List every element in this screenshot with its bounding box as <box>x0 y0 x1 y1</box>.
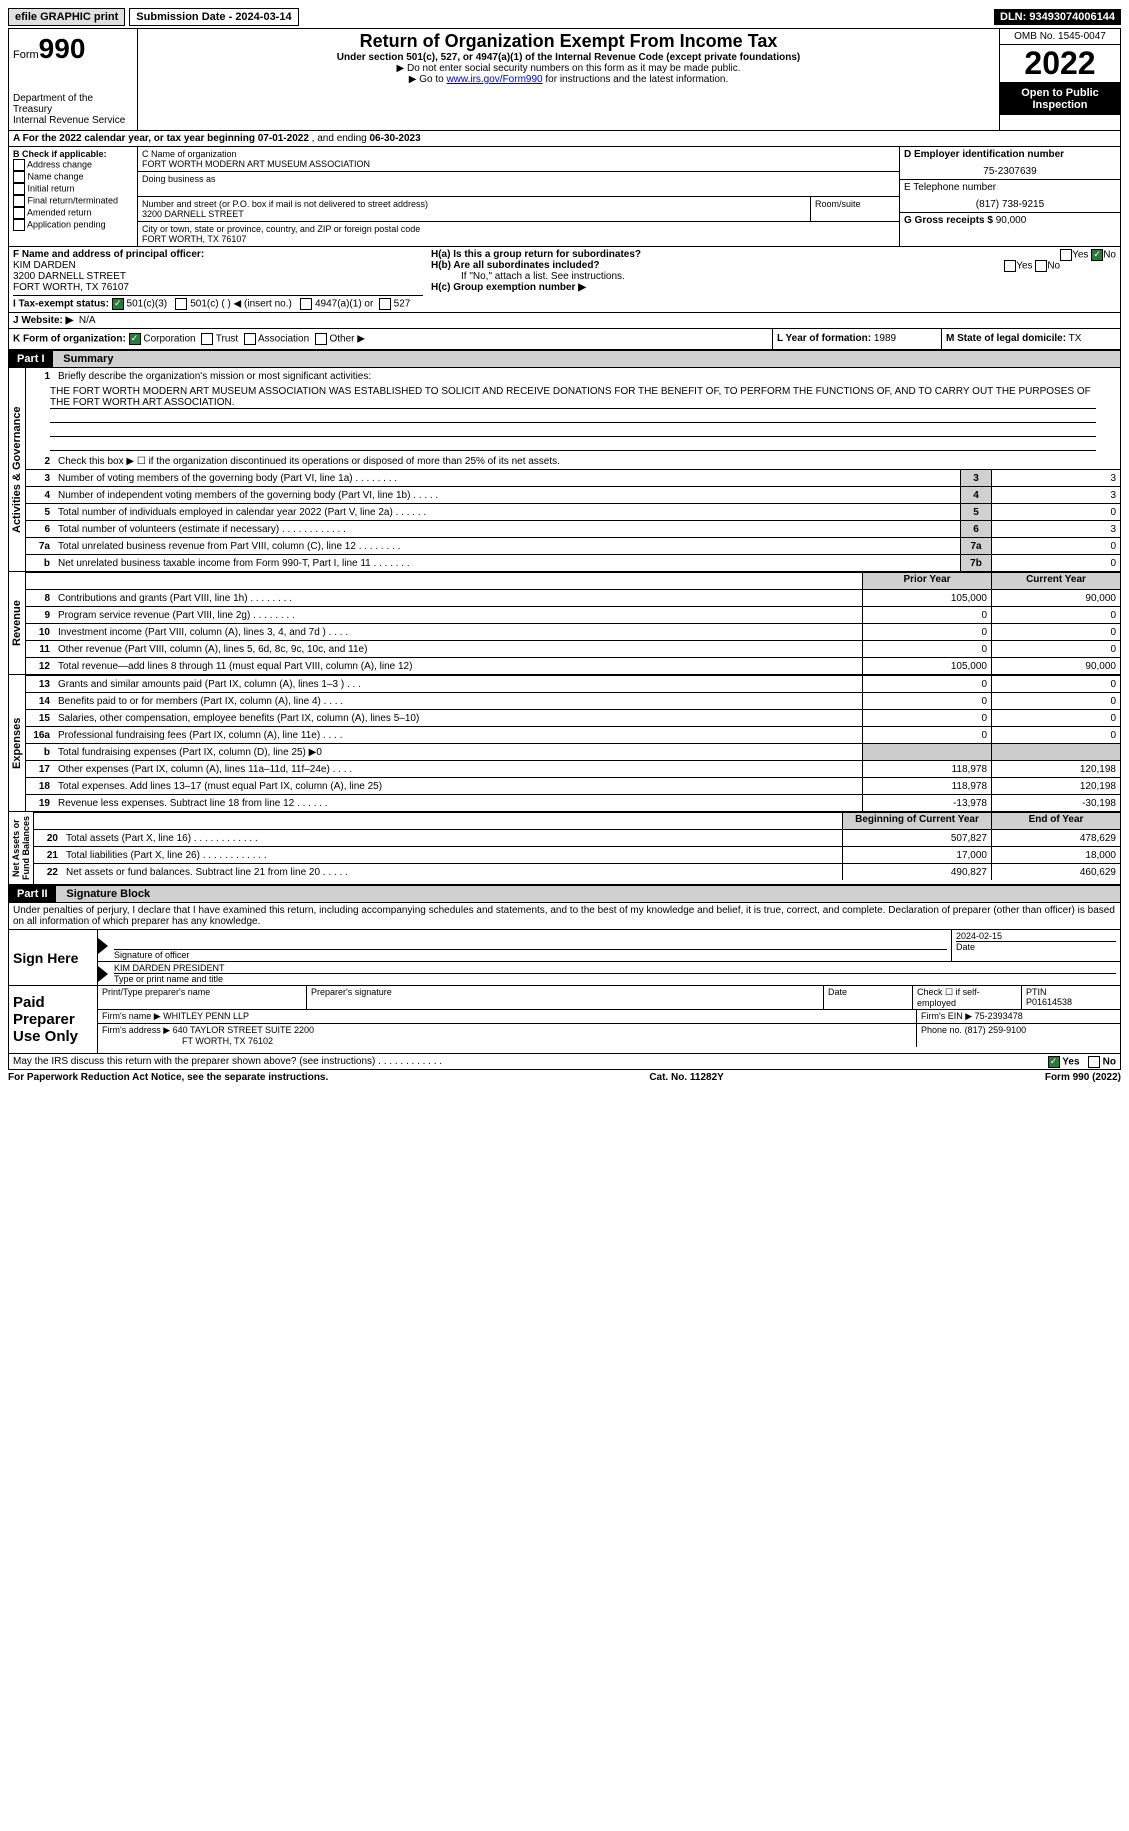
summary-row: 14Benefits paid to or for members (Part … <box>26 692 1120 709</box>
officer-addr1: 3200 DARNELL STREET <box>13 271 423 282</box>
check-other[interactable] <box>315 333 327 345</box>
check-corp[interactable] <box>129 333 141 345</box>
hb-yes[interactable] <box>1004 260 1016 272</box>
signature-block: Under penalties of perjury, I declare th… <box>8 903 1121 1070</box>
form-note2: ▶ Go to www.irs.gov/Form990 for instruct… <box>146 74 991 85</box>
gross-label: G Gross receipts $ <box>904 215 993 226</box>
ha-yes[interactable] <box>1060 249 1072 261</box>
tax-year: 2022 <box>1000 45 1120 83</box>
summary-row: 12Total revenue—add lines 8 through 11 (… <box>26 657 1120 674</box>
form-label: Form <box>13 49 39 61</box>
arrow-icon <box>98 966 108 982</box>
side-activities: Activities & Governance <box>9 368 26 571</box>
block-b-checkboxes: B Check if applicable: Address change Na… <box>9 147 138 246</box>
summary-row: 3Number of voting members of the governi… <box>26 469 1120 486</box>
submission-date: Submission Date - 2024-03-14 <box>129 8 298 26</box>
side-netassets: Net Assets orFund Balances <box>9 812 34 884</box>
check-527[interactable] <box>379 298 391 310</box>
form-note1: ▶ Do not enter social security numbers o… <box>146 63 991 74</box>
part2-header: Part II Signature Block <box>8 885 1121 903</box>
officer-name: KIM DARDEN <box>13 260 423 271</box>
check-501c[interactable] <box>175 298 187 310</box>
summary-row: 5Total number of individuals employed in… <box>26 503 1120 520</box>
summary-row: 11Other revenue (Part VIII, column (A), … <box>26 640 1120 657</box>
check-trust[interactable] <box>201 333 213 345</box>
summary-row: 17Other expenses (Part IX, column (A), l… <box>26 760 1120 777</box>
gross-value: 90,000 <box>996 215 1027 226</box>
paid-preparer-label: Paid Preparer Use Only <box>9 986 97 1053</box>
top-toolbar: efile GRAPHIC print Submission Date - 20… <box>8 8 1121 26</box>
side-revenue: Revenue <box>9 572 26 674</box>
irs-link[interactable]: www.irs.gov/Form990 <box>446 74 542 85</box>
ein-label: D Employer identification number <box>904 149 1116 160</box>
summary-row: 10Investment income (Part VIII, column (… <box>26 623 1120 640</box>
summary-row: 8Contributions and grants (Part VIII, li… <box>26 589 1120 606</box>
hb-no[interactable] <box>1035 260 1047 272</box>
street-value: 3200 DARNELL STREET <box>142 209 806 219</box>
summary-row: bNet unrelated business taxable income f… <box>26 554 1120 571</box>
block-d: D Employer identification number 75-2307… <box>899 147 1120 246</box>
city-value: FORT WORTH, TX 76107 <box>142 234 895 244</box>
row-j-website: J Website: ▶ N/A <box>8 313 1121 329</box>
exp-table: Expenses 13Grants and similar amounts pa… <box>8 675 1121 812</box>
discuss-no[interactable] <box>1088 1056 1100 1068</box>
summary-row: 21Total liabilities (Part X, line 26) . … <box>34 846 1120 863</box>
summary-table: Activities & Governance 1 Briefly descri… <box>8 368 1121 572</box>
open-inspection: Open to Public Inspection <box>1000 83 1120 115</box>
city-label: City or town, state or province, country… <box>142 224 895 234</box>
room-label: Room/suite <box>815 199 895 209</box>
row-klm: K Form of organization: Corporation Trus… <box>8 329 1121 350</box>
summary-row: 13Grants and similar amounts paid (Part … <box>26 675 1120 692</box>
dept-label: Department of the Treasury <box>13 93 133 115</box>
summary-row: 20Total assets (Part X, line 16) . . . .… <box>34 829 1120 846</box>
summary-row: 4Number of independent voting members of… <box>26 486 1120 503</box>
summary-row: 19Revenue less expenses. Subtract line 1… <box>26 794 1120 811</box>
rev-table: Revenue Prior Year Current Year 8Contrib… <box>8 572 1121 675</box>
check-501c3[interactable] <box>112 298 124 310</box>
dln-label: DLN: 93493074006144 <box>994 9 1121 25</box>
form-subtitle: Under section 501(c), 527, or 4947(a)(1)… <box>146 52 991 63</box>
block-identity: B Check if applicable: Address change Na… <box>8 147 1121 247</box>
phone-label: E Telephone number <box>904 182 1116 193</box>
name-label: C Name of organization <box>142 149 895 159</box>
discuss-yes[interactable] <box>1048 1056 1060 1068</box>
form-number: 990 <box>39 33 86 64</box>
part1-header: Part I Summary <box>8 350 1121 368</box>
irs-label: Internal Revenue Service <box>13 115 133 126</box>
page-footer: For Paperwork Reduction Act Notice, see … <box>8 1070 1121 1085</box>
row-a-tax-year: A For the 2022 calendar year, or tax yea… <box>8 131 1121 147</box>
mission-text: THE FORT WORTH MODERN ART MUSEUM ASSOCIA… <box>50 386 1096 409</box>
phone-value: (817) 738-9215 <box>904 199 1116 210</box>
omb-number: OMB No. 1545-0047 <box>1000 29 1120 45</box>
check-assoc[interactable] <box>244 333 256 345</box>
summary-row: 7aTotal unrelated business revenue from … <box>26 537 1120 554</box>
street-label: Number and street (or P.O. box if mail i… <box>142 199 806 209</box>
form-title: Return of Organization Exempt From Incom… <box>146 31 991 52</box>
summary-row: 18Total expenses. Add lines 13–17 (must … <box>26 777 1120 794</box>
efile-print-button[interactable]: efile GRAPHIC print <box>8 8 125 26</box>
form-header: Form990 Department of the Treasury Inter… <box>8 28 1121 131</box>
side-expenses: Expenses <box>9 675 26 811</box>
declaration: Under penalties of perjury, I declare th… <box>9 903 1120 929</box>
dba-label: Doing business as <box>142 174 895 184</box>
sign-here-label: Sign Here <box>9 930 97 985</box>
ein-value: 75-2307639 <box>904 166 1116 177</box>
summary-row: 15Salaries, other compensation, employee… <box>26 709 1120 726</box>
row-fh: F Name and address of principal officer:… <box>8 247 1121 313</box>
summary-row: bTotal fundraising expenses (Part IX, co… <box>26 743 1120 760</box>
na-table: Net Assets orFund Balances Beginning of … <box>8 812 1121 885</box>
officer-addr2: FORT WORTH, TX 76107 <box>13 282 423 293</box>
arrow-icon <box>98 938 108 954</box>
summary-row: 6Total number of volunteers (estimate if… <box>26 520 1120 537</box>
summary-row: 16aProfessional fundraising fees (Part I… <box>26 726 1120 743</box>
summary-row: 22Net assets or fund balances. Subtract … <box>34 863 1120 880</box>
org-name: FORT WORTH MODERN ART MUSEUM ASSOCIATION <box>142 159 895 169</box>
summary-row: 9Program service revenue (Part VIII, lin… <box>26 606 1120 623</box>
check-4947[interactable] <box>300 298 312 310</box>
ha-no[interactable] <box>1091 249 1103 261</box>
